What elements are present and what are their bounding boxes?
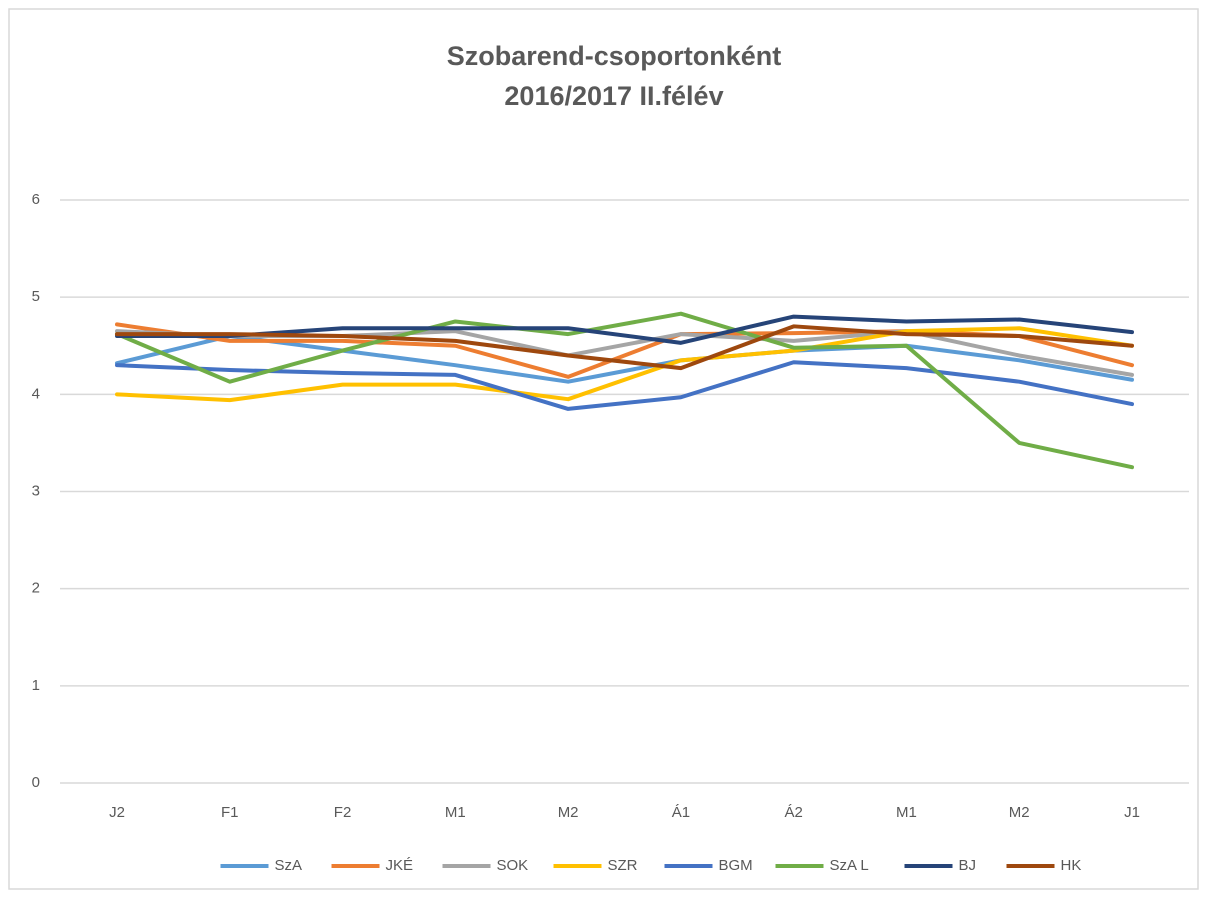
x-tick-label: Á1 <box>672 804 690 821</box>
series-line <box>115 314 1134 345</box>
x-tick-label: M1 <box>896 804 917 821</box>
legend-label: JKÉ <box>386 857 414 874</box>
x-tick-label: J1 <box>1124 804 1140 821</box>
x-tick-label: F2 <box>334 804 352 821</box>
chart-title: Szobarend-csoportonként <box>447 41 782 71</box>
y-tick-label: 0 <box>32 774 40 791</box>
x-tick-label: M1 <box>445 804 466 821</box>
chart-title: 2016/2017 II.félév <box>504 81 723 111</box>
series-line <box>115 334 1134 384</box>
x-tick-label: Á2 <box>784 804 802 821</box>
x-tick-label: M2 <box>1009 804 1030 821</box>
legend-label: HK <box>1061 857 1082 874</box>
y-tick-label: 2 <box>32 580 40 597</box>
y-tick-label: 5 <box>32 288 40 305</box>
y-tick-label: 1 <box>32 677 40 694</box>
legend-label: SZR <box>608 857 638 874</box>
legend-label: SzA L <box>830 857 869 874</box>
series-line <box>115 324 1134 371</box>
legend-label: SzA <box>275 857 303 874</box>
series-line <box>115 326 1134 403</box>
series-line <box>115 311 1134 470</box>
series-line <box>115 360 1134 411</box>
legend-label: SOK <box>497 857 529 874</box>
legend-label: BGM <box>719 857 753 874</box>
y-tick-label: 4 <box>32 385 40 402</box>
x-tick-label: F1 <box>221 804 239 821</box>
x-tick-label: J2 <box>109 804 125 821</box>
legend-label: BJ <box>959 857 977 874</box>
x-tick-label: M2 <box>558 804 579 821</box>
y-tick-label: 6 <box>32 191 40 208</box>
chart-border <box>8 8 1199 890</box>
y-tick-label: 3 <box>32 482 40 499</box>
